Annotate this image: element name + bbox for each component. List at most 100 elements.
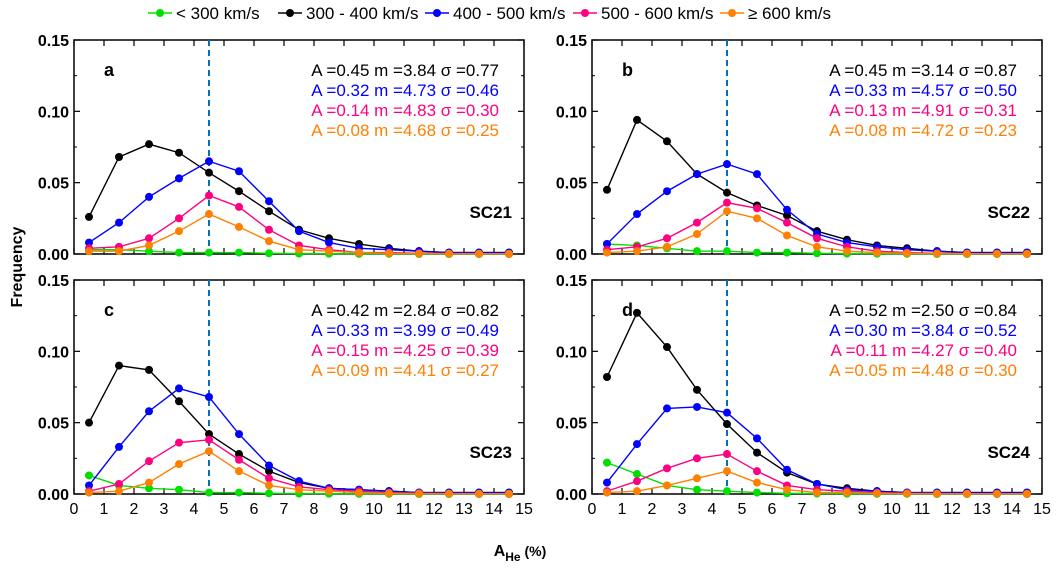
data-point bbox=[633, 308, 641, 317]
x-tick-label: 3 bbox=[160, 501, 169, 518]
data-point bbox=[175, 248, 183, 257]
data-point bbox=[813, 234, 821, 243]
x-tick-label: 10 bbox=[365, 501, 383, 518]
series-line bbox=[88, 364, 509, 494]
cycle-label: SC24 bbox=[987, 443, 1030, 462]
panel-letter: a bbox=[104, 60, 115, 80]
data-point bbox=[813, 480, 821, 489]
data-point bbox=[325, 487, 333, 496]
fit-annotation: A =0.08 m =4.72 σ =0.23 bbox=[829, 121, 1017, 140]
y-tick-label: 0.15 bbox=[556, 33, 587, 50]
data-point bbox=[265, 225, 273, 234]
data-point bbox=[753, 214, 761, 223]
y-tick-label: 0.15 bbox=[556, 273, 587, 290]
data-point bbox=[205, 435, 213, 444]
x-tick-label: 0 bbox=[588, 501, 597, 518]
data-point bbox=[145, 247, 153, 256]
fit-annotation: A =0.11 m =4.27 σ =0.40 bbox=[831, 341, 1017, 360]
data-point bbox=[265, 481, 273, 490]
x-tick-label: 8 bbox=[828, 501, 837, 518]
data-point bbox=[783, 485, 791, 494]
data-point bbox=[85, 212, 93, 221]
data-point bbox=[205, 392, 213, 401]
data-point bbox=[1023, 489, 1031, 498]
data-point bbox=[753, 248, 761, 257]
y-tick-label: 0.05 bbox=[556, 176, 587, 193]
series-4 bbox=[85, 210, 513, 258]
y-tick-label: 0.00 bbox=[556, 487, 587, 504]
data-point bbox=[633, 477, 641, 486]
data-point bbox=[633, 115, 641, 124]
series-4 bbox=[85, 447, 513, 498]
y-tick-label: 0.00 bbox=[38, 247, 69, 264]
x-tick-label: 13 bbox=[455, 501, 473, 518]
data-point bbox=[295, 245, 303, 254]
data-point bbox=[783, 248, 791, 257]
data-point bbox=[723, 408, 731, 417]
data-point bbox=[783, 205, 791, 214]
data-point bbox=[205, 430, 213, 439]
data-point bbox=[783, 218, 791, 227]
data-point bbox=[753, 448, 761, 457]
data-point bbox=[235, 167, 243, 176]
fit-annotation: A =0.08 m =4.68 σ =0.25 bbox=[311, 121, 499, 140]
x-tick-label: 15 bbox=[1033, 501, 1051, 518]
x-tick-label: 4 bbox=[190, 501, 199, 518]
data-point bbox=[235, 248, 243, 257]
data-point bbox=[753, 434, 761, 443]
data-point bbox=[385, 249, 393, 258]
data-point bbox=[723, 487, 731, 496]
data-point bbox=[843, 247, 851, 256]
data-point bbox=[693, 170, 701, 179]
data-point bbox=[85, 247, 93, 256]
fit-annotation: A =0.45 m =3.84 σ =0.77 bbox=[311, 61, 499, 80]
data-point bbox=[663, 187, 671, 196]
data-point bbox=[205, 168, 213, 177]
data-point bbox=[813, 249, 821, 258]
panel-a: 0.00 0.05 0.10 0.15 a A =0.45 m =3.84 σ =0.77… bbox=[38, 33, 525, 264]
panel-letter: c bbox=[104, 300, 114, 320]
data-point bbox=[205, 157, 213, 166]
x-tick-label: 9 bbox=[340, 501, 349, 518]
data-point bbox=[175, 148, 183, 157]
x-tick-label: 6 bbox=[768, 501, 777, 518]
y-tick-label: 0.10 bbox=[38, 344, 69, 361]
x-tick-label: 3 bbox=[678, 501, 687, 518]
data-point bbox=[145, 234, 153, 243]
data-point bbox=[663, 343, 671, 352]
data-point bbox=[85, 481, 93, 490]
data-point bbox=[993, 249, 1001, 258]
data-point bbox=[723, 450, 731, 459]
data-point bbox=[603, 248, 611, 257]
data-point bbox=[445, 489, 453, 498]
data-point bbox=[175, 438, 183, 447]
x-tick-label: 14 bbox=[1003, 501, 1021, 518]
data-point bbox=[145, 241, 153, 250]
x-tick-label: 5 bbox=[738, 501, 747, 518]
fit-annotation: A =0.09 m =4.41 σ =0.27 bbox=[311, 361, 499, 380]
data-point bbox=[205, 191, 213, 200]
fit-annotation: A =0.33 m =3.99 σ =0.49 bbox=[311, 321, 499, 340]
data-point bbox=[295, 477, 303, 486]
data-point bbox=[505, 249, 513, 258]
data-point bbox=[145, 407, 153, 416]
data-point bbox=[265, 237, 273, 246]
fit-annotation: A =0.32 m =4.73 σ =0.46 bbox=[311, 81, 499, 100]
data-point bbox=[723, 160, 731, 169]
data-point bbox=[723, 467, 731, 476]
data-point bbox=[753, 170, 761, 179]
data-point bbox=[693, 454, 701, 463]
data-point bbox=[175, 397, 183, 406]
x-tick-label: 2 bbox=[648, 501, 657, 518]
data-point bbox=[205, 248, 213, 257]
data-point bbox=[753, 478, 761, 487]
fit-annotation: A =0.13 m =4.91 σ =0.31 bbox=[829, 101, 1017, 120]
data-point bbox=[355, 248, 363, 257]
data-point bbox=[693, 385, 701, 394]
x-axis-label: AHe (%) bbox=[494, 543, 547, 564]
data-point bbox=[603, 185, 611, 194]
data-point bbox=[903, 249, 911, 258]
data-point bbox=[633, 210, 641, 219]
x-tick-label: 10 bbox=[883, 501, 901, 518]
data-point bbox=[415, 249, 423, 258]
